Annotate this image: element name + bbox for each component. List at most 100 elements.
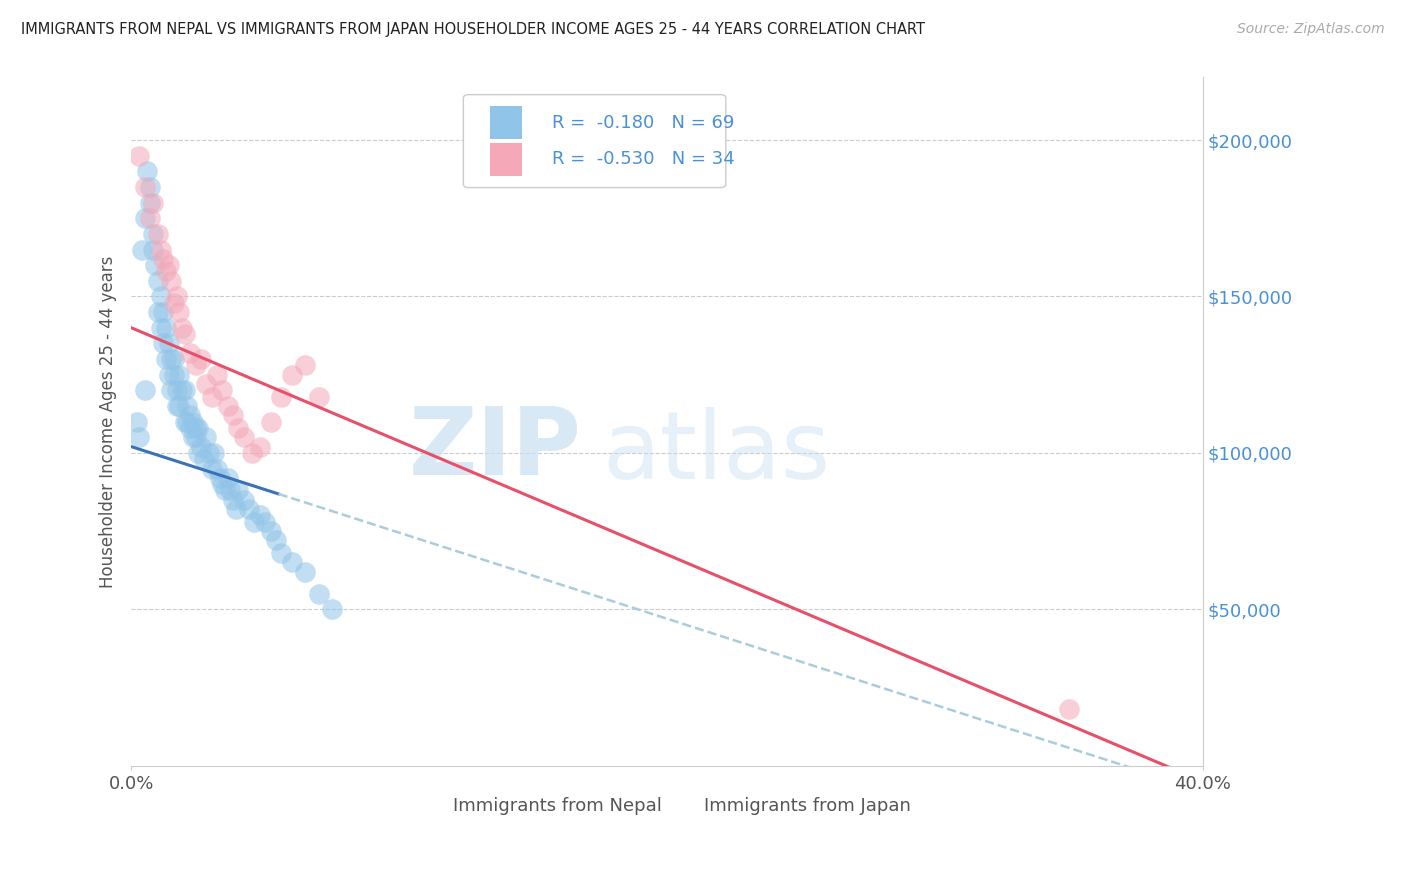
Point	[1057, 702, 1080, 716]
Point	[166, 289, 188, 303]
Point	[157, 336, 180, 351]
Point	[143, 258, 166, 272]
Point	[155, 351, 177, 366]
FancyBboxPatch shape	[491, 143, 522, 176]
Point	[128, 430, 150, 444]
Point	[240, 446, 263, 460]
Point	[184, 358, 207, 372]
Point	[259, 524, 281, 538]
Point	[187, 446, 209, 460]
Point	[217, 399, 239, 413]
Point	[139, 195, 162, 210]
Point	[202, 446, 225, 460]
Point	[149, 243, 172, 257]
Point	[179, 345, 201, 359]
Point	[219, 483, 242, 498]
Point	[176, 399, 198, 413]
Point	[139, 211, 162, 226]
Point	[211, 384, 233, 398]
Point	[187, 421, 209, 435]
Point	[134, 211, 156, 226]
Point	[166, 399, 188, 413]
Point	[146, 274, 169, 288]
Point	[249, 508, 271, 523]
Point	[200, 461, 222, 475]
Point	[181, 415, 204, 429]
Point	[249, 440, 271, 454]
Point	[198, 446, 221, 460]
Point	[128, 149, 150, 163]
Point	[169, 305, 191, 319]
Point	[228, 421, 250, 435]
Point	[149, 289, 172, 303]
Point	[193, 452, 215, 467]
Point	[163, 368, 186, 382]
Point	[157, 258, 180, 272]
Point	[195, 430, 218, 444]
Text: Source: ZipAtlas.com: Source: ZipAtlas.com	[1237, 22, 1385, 37]
Y-axis label: Householder Income Ages 25 - 44 years: Householder Income Ages 25 - 44 years	[100, 255, 117, 588]
Point	[259, 415, 281, 429]
Text: R =  -0.180   N = 69: R = -0.180 N = 69	[553, 114, 735, 132]
Point	[169, 368, 191, 382]
Point	[152, 336, 174, 351]
FancyBboxPatch shape	[426, 796, 446, 815]
FancyBboxPatch shape	[678, 796, 697, 815]
Point	[184, 421, 207, 435]
Point	[281, 368, 304, 382]
Point	[208, 471, 231, 485]
Point	[136, 164, 159, 178]
Point	[217, 471, 239, 485]
Point	[142, 195, 165, 210]
Point	[163, 351, 186, 366]
FancyBboxPatch shape	[491, 106, 522, 139]
Point	[169, 399, 191, 413]
Point	[243, 515, 266, 529]
Point	[205, 368, 228, 382]
Point	[294, 358, 316, 372]
Point	[142, 227, 165, 241]
Point	[190, 351, 212, 366]
Point	[184, 430, 207, 444]
Point	[308, 390, 330, 404]
Point	[205, 461, 228, 475]
Point	[238, 502, 260, 516]
Point	[294, 565, 316, 579]
Point	[146, 305, 169, 319]
Point	[222, 492, 245, 507]
Point	[139, 180, 162, 194]
Text: Immigrants from Japan: Immigrants from Japan	[704, 797, 911, 814]
Point	[166, 384, 188, 398]
Point	[173, 384, 195, 398]
Point	[142, 243, 165, 257]
Point	[232, 430, 254, 444]
Text: atlas: atlas	[603, 407, 831, 499]
Point	[172, 320, 194, 334]
Point	[214, 483, 236, 498]
Point	[160, 351, 183, 366]
Point	[232, 492, 254, 507]
Point	[179, 409, 201, 423]
Point	[146, 227, 169, 241]
Point	[228, 483, 250, 498]
Point	[200, 390, 222, 404]
Point	[172, 384, 194, 398]
Point	[134, 384, 156, 398]
Point	[308, 587, 330, 601]
FancyBboxPatch shape	[464, 95, 725, 187]
Point	[149, 320, 172, 334]
Point	[222, 409, 245, 423]
Point	[270, 546, 292, 560]
Point	[176, 415, 198, 429]
Text: IMMIGRANTS FROM NEPAL VS IMMIGRANTS FROM JAPAN HOUSEHOLDER INCOME AGES 25 - 44 Y: IMMIGRANTS FROM NEPAL VS IMMIGRANTS FROM…	[21, 22, 925, 37]
Point	[254, 515, 277, 529]
Point	[195, 377, 218, 392]
Point	[281, 555, 304, 569]
Text: ZIP: ZIP	[408, 403, 581, 495]
Point	[181, 430, 204, 444]
Point	[270, 390, 292, 404]
Point	[321, 602, 343, 616]
Text: R =  -0.530   N = 34: R = -0.530 N = 34	[553, 151, 735, 169]
Point	[155, 320, 177, 334]
Point	[157, 368, 180, 382]
